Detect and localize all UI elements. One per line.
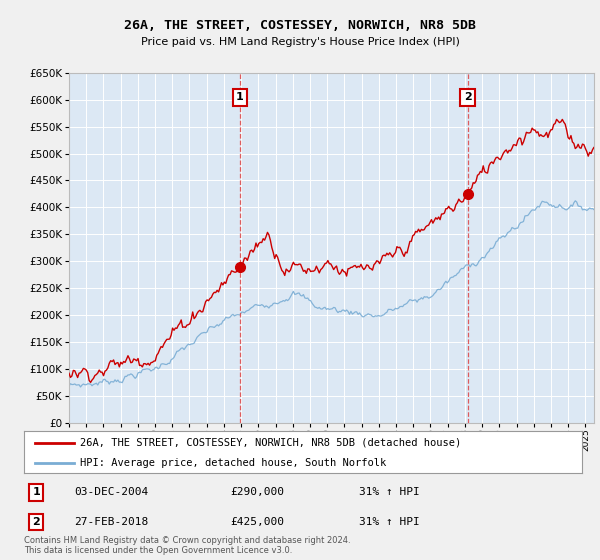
Text: Contains HM Land Registry data © Crown copyright and database right 2024.
This d: Contains HM Land Registry data © Crown c… <box>24 536 350 555</box>
Text: 1: 1 <box>236 92 244 102</box>
Text: 27-FEB-2018: 27-FEB-2018 <box>74 517 148 527</box>
Text: 1: 1 <box>32 487 40 497</box>
Text: HPI: Average price, detached house, South Norfolk: HPI: Average price, detached house, Sout… <box>80 458 386 468</box>
Text: 2: 2 <box>32 517 40 527</box>
Text: 26A, THE STREET, COSTESSEY, NORWICH, NR8 5DB (detached house): 26A, THE STREET, COSTESSEY, NORWICH, NR8… <box>80 438 461 448</box>
Text: Price paid vs. HM Land Registry's House Price Index (HPI): Price paid vs. HM Land Registry's House … <box>140 37 460 47</box>
Text: 03-DEC-2004: 03-DEC-2004 <box>74 487 148 497</box>
Text: 31% ↑ HPI: 31% ↑ HPI <box>359 517 419 527</box>
Text: £290,000: £290,000 <box>230 487 284 497</box>
Text: 2: 2 <box>464 92 472 102</box>
Text: 31% ↑ HPI: 31% ↑ HPI <box>359 487 419 497</box>
Text: £425,000: £425,000 <box>230 517 284 527</box>
Text: 26A, THE STREET, COSTESSEY, NORWICH, NR8 5DB: 26A, THE STREET, COSTESSEY, NORWICH, NR8… <box>124 18 476 32</box>
